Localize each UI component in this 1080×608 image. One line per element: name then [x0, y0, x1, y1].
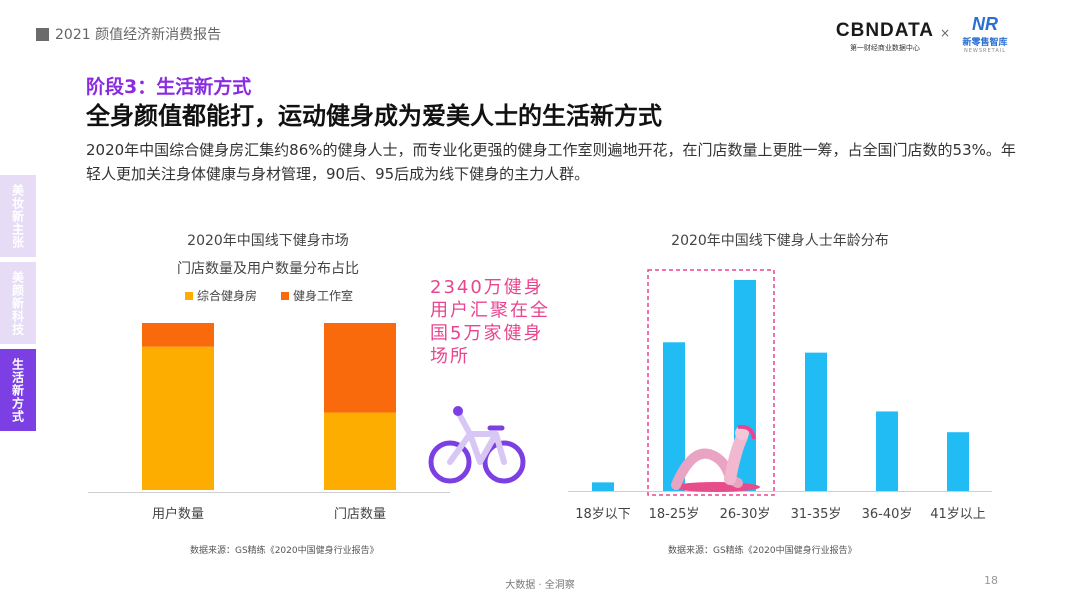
age-bar-31-35岁 [805, 352, 827, 491]
cbndata-logo-subtitle: 第一财经商业数据中心 [849, 44, 920, 52]
cbndata-logo-text: CBNDATA [835, 20, 934, 41]
partner-logo-name: 新零售智库 [962, 38, 1008, 48]
x-tick-label: 18岁以下 [575, 507, 631, 522]
bar-门店数量-综合健身房 [324, 412, 396, 490]
chart1-subtitle: 门店数量及用户数量分布占比 [177, 261, 359, 277]
bar-用户数量-综合健身房 [142, 346, 214, 490]
header-square-icon [36, 27, 49, 41]
chart1-title: 2020年中国线下健身市场 [187, 233, 349, 249]
side-tab-lifestyle[interactable]: 生活新方式 [0, 349, 36, 431]
legend-label-0: 综合健身房 [197, 288, 257, 303]
stage-label: 阶段3：生活新方式 [86, 76, 252, 98]
fitness-woman-icon [671, 425, 760, 492]
legend-swatch-0 [185, 292, 193, 300]
page-headline: 全身颜值都能打，运动健身成为爱美人士的生活新方式 [86, 102, 662, 130]
legend-swatch-1 [281, 292, 289, 300]
page-number: 18 [984, 574, 998, 587]
chart1-source: 数据来源：GS精练《2020中国健身行业报告》 [190, 546, 379, 556]
x-tick-label: 18-25岁 [649, 507, 700, 522]
partner-logo: NR 新零售智库 NEWSRETAIL [960, 14, 1010, 54]
x-tick-label: 用户数量 [152, 506, 204, 522]
chart2-title: 2020年中国线下健身人士年龄分布 [671, 233, 889, 249]
x-tick-label: 41岁以上 [930, 507, 986, 522]
logo-separator: × [939, 26, 950, 40]
chart2-source: 数据来源：GS精练《2020中国健身行业报告》 [668, 546, 857, 556]
callout-text: 2340万健身用户汇聚在全国5万家健身场所 [430, 277, 550, 367]
x-tick-label: 门店数量 [334, 507, 386, 522]
body-paragraph: 2020年中国综合健身房汇集约86%的健身人士，而专业化更强的健身工作室则遍地开… [86, 141, 1016, 183]
report-header: 2021 颜值经济新消费报告 [36, 24, 221, 44]
cbndata-logo: CBNDATA 第一财经商业数据中心 [836, 20, 934, 53]
legend-label-1: 健身工作室 [293, 288, 353, 303]
side-tab-nav: 美妆新主张 美颜新科技 生活新方式 [0, 175, 36, 436]
side-tab-beauty[interactable]: 美妆新主张 [0, 175, 36, 257]
partner-logo-mark: NR [972, 14, 998, 34]
bar-门店数量-健身工作室 [324, 323, 396, 413]
bar-用户数量-健身工作室 [142, 323, 214, 347]
report-title: 2021 颜值经济新消费报告 [55, 27, 222, 43]
footer-tagline: 大数据 · 全洞察 [505, 580, 575, 591]
age-bar-41岁以上 [947, 432, 969, 491]
x-tick-label: 26-30岁 [720, 507, 771, 522]
x-tick-label: 36-40岁 [862, 507, 913, 522]
age-bar-36-40岁 [876, 411, 898, 491]
partner-logo-en: NEWSRETAIL [964, 48, 1006, 54]
x-tick-label: 31-35岁 [791, 507, 842, 522]
bicycle-icon [428, 406, 526, 484]
age-bar-18岁以下 [592, 482, 614, 491]
side-tab-tech[interactable]: 美颜新科技 [0, 262, 36, 344]
